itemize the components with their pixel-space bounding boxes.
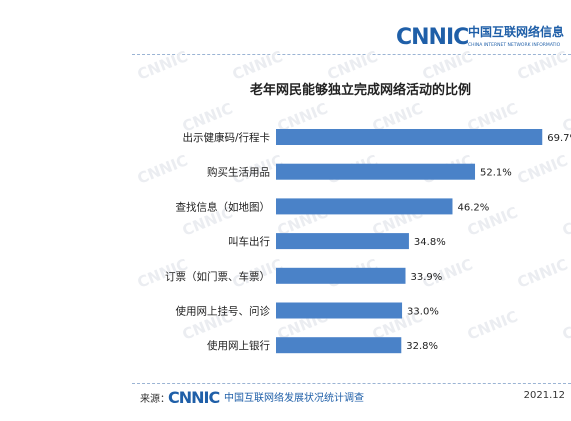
- value-label: 32.8%: [406, 341, 438, 352]
- header-divider: [132, 54, 571, 55]
- watermark-text: CNNIC: [560, 99, 571, 135]
- watermark-text: CNNIC: [180, 99, 236, 135]
- bar: [276, 267, 406, 284]
- watermark-text: CNNIC: [515, 47, 571, 83]
- bar: [276, 129, 543, 145]
- footer: 来源： CNNIC 中国互联网络发展状况统计调查 2021.12: [140, 388, 571, 408]
- bar: [276, 163, 476, 180]
- value-label: 33.9%: [410, 272, 442, 283]
- value-label: 34.8%: [414, 237, 446, 248]
- report-date: 2021.12: [523, 390, 565, 401]
- category-label: 出示健康码/行程卡: [182, 131, 270, 144]
- footer-logo-text: CNNIC: [168, 388, 219, 406]
- watermark-text: CNNIC: [515, 151, 571, 187]
- bars-layer: 出示健康码/行程卡 69.7% 购买生活用品 52.1% 查找信息（如地图） 46.2% 叫…: [165, 129, 571, 354]
- bar: [276, 337, 402, 354]
- value-label: 33.0%: [407, 307, 439, 318]
- watermark-text: CNNIC: [135, 47, 191, 83]
- watermark-text: CNNIC: [230, 47, 286, 83]
- bar: [276, 198, 453, 215]
- category-label: 购买生活用品: [207, 166, 270, 179]
- category-label: 查找信息（如地图）: [176, 200, 271, 213]
- watermark-text: CNNIC: [515, 255, 571, 291]
- header-logo-en: CHINA INTERNET NETWORK INFORMATIO: [468, 42, 561, 48]
- bar: [276, 233, 409, 250]
- chart-title: 老年网民能够独立完成网络活动的比例: [249, 83, 471, 98]
- watermark-text: CNNIC: [465, 307, 521, 343]
- watermark-text: CNNIC: [420, 47, 476, 83]
- header-logo-text: CNNIC: [396, 25, 468, 50]
- category-label: 使用网上银行: [207, 339, 270, 352]
- watermark-text: CNNIC: [325, 47, 381, 83]
- value-label: 69.7%: [547, 133, 571, 144]
- value-label: 46.2%: [457, 202, 489, 213]
- value-label: 52.1%: [480, 168, 512, 179]
- category-label: 叫车出行: [228, 235, 270, 248]
- footer-logo-cn: 中国互联网络发展状况统计调查: [224, 391, 364, 404]
- footer-divider: [132, 383, 571, 384]
- bar: [276, 302, 403, 319]
- header-logo-cn: 中国互联网络信息: [468, 24, 564, 39]
- watermark-text: CNNIC: [560, 203, 571, 239]
- watermark-layer: CNNIC CNNIC CNNIC CNNIC CNNIC CNNIC CNNIC CNNIC…: [135, 47, 571, 343]
- watermark-text: CNNIC: [560, 307, 571, 343]
- watermark-text: CNNIC: [135, 151, 191, 187]
- cnnic-footer-logo: CNNIC 中国互联网络发展状况统计调查: [168, 388, 364, 406]
- cnnic-header-logo: CNNIC 中国互联网络信息 CHINA INTERNET NETWORK IN…: [396, 24, 564, 50]
- source-label: 来源：: [140, 394, 170, 405]
- category-label: 使用网上挂号、问诊: [176, 305, 271, 318]
- category-label: 订票（如门票、车票）: [165, 270, 270, 283]
